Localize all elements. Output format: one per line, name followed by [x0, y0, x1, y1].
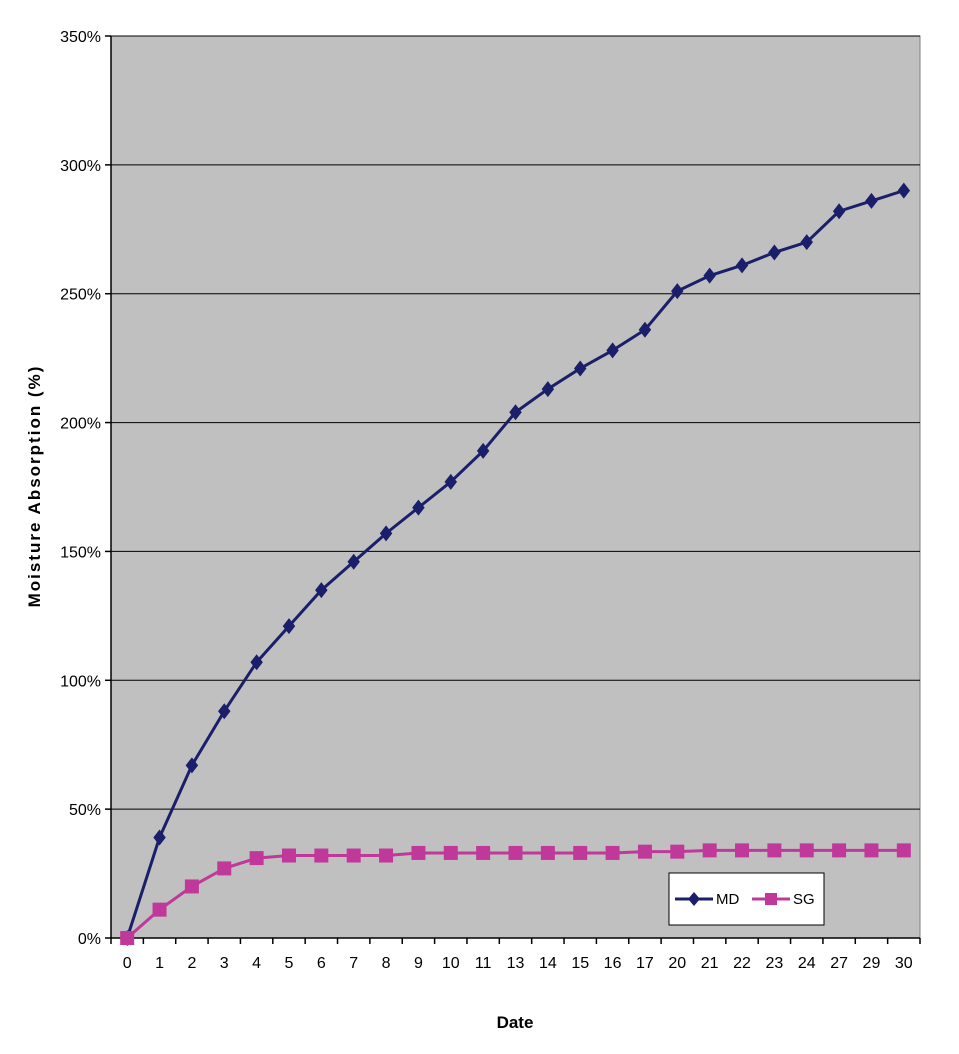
series-layer [120, 182, 911, 946]
legend-sg-square-icon [765, 893, 777, 905]
series-md-point [768, 244, 781, 261]
x-tick-label: 21 [701, 955, 719, 972]
x-tick-label: 24 [798, 955, 816, 972]
plot-area [110, 35, 921, 939]
y-tick-label: 50% [69, 802, 101, 819]
x-tick-label: 15 [571, 955, 589, 972]
series-sg-point [120, 931, 135, 945]
series-md-point [735, 257, 749, 274]
series-md-point [606, 342, 619, 359]
x-tick-label: 9 [414, 955, 423, 972]
x-tick-label: 29 [863, 955, 881, 972]
x-tick-label: 6 [317, 955, 326, 972]
series-sg-point [864, 843, 879, 858]
series-md-point [379, 525, 393, 542]
legend: MD SG [668, 872, 825, 926]
series-md-point [153, 829, 166, 846]
series-sg-point [476, 845, 491, 860]
series-sg-point [573, 845, 588, 860]
series-sg-point [346, 848, 361, 863]
series-sg-point [443, 845, 458, 860]
x-tick-label: 4 [252, 955, 261, 972]
series-md-point [444, 473, 458, 490]
y-tick-label: 150% [60, 544, 101, 561]
x-tick-label: 27 [830, 955, 848, 972]
series-sg-point [799, 843, 814, 858]
series-md-point [573, 360, 587, 377]
series-md-point [347, 553, 360, 570]
y-axis-title: Moisture Absorption (%) [25, 365, 44, 608]
series-sg-point [152, 902, 167, 917]
x-tick-label: 20 [668, 955, 686, 972]
x-tick-label: 10 [442, 955, 460, 972]
series-md-point [703, 267, 716, 284]
series-md-point [671, 283, 684, 300]
x-tick-label: 1 [155, 955, 164, 972]
x-tick-label: 3 [220, 955, 229, 972]
series-sg-point [605, 845, 620, 860]
x-tick-label: 30 [895, 955, 913, 972]
series-md-point [315, 582, 328, 599]
x-tick-label: 2 [187, 955, 196, 972]
y-tick-label: 350% [60, 29, 101, 46]
series-sg-point [281, 848, 296, 863]
series-sg-point [217, 861, 232, 876]
series-sg-point [184, 879, 199, 894]
series-sg-point [702, 843, 717, 858]
x-tick-label: 8 [382, 955, 391, 972]
series-md-point [638, 321, 652, 338]
series-sg [120, 843, 911, 945]
series-sg-point [896, 843, 911, 858]
series-sg-point [379, 848, 394, 863]
x-axis-title: Date [497, 1013, 534, 1032]
x-tick-label: 23 [765, 955, 783, 972]
x-tick-label: 11 [475, 955, 492, 972]
x-tick-label: 16 [604, 955, 622, 972]
series-md [120, 182, 911, 946]
x-tick-label: 0 [123, 955, 132, 972]
series-md-point [250, 654, 263, 671]
x-tick-label: 22 [733, 955, 751, 972]
x-axis-ticks: 0 1 2 3 4 5 6 7 8 9 10 11 13 14 15 16 17 20 21 22 23 24 27 29 30 [110, 938, 921, 972]
series-md-point [897, 182, 911, 199]
x-tick-label: 14 [539, 955, 557, 972]
series-md-point [476, 442, 490, 459]
legend-entry-md: MD [675, 891, 739, 908]
series-sg-point [767, 843, 782, 858]
series-sg-point [249, 851, 264, 866]
y-tick-label: 250% [60, 287, 101, 304]
series-md-point [832, 203, 846, 220]
legend-md-label: MD [716, 891, 739, 908]
x-tick-label: 17 [636, 955, 654, 972]
series-md-point [282, 618, 296, 635]
series-md-point [541, 381, 555, 398]
x-tick-label: 5 [285, 955, 294, 972]
series-sg-point [670, 844, 685, 859]
series-sg-point [832, 843, 847, 858]
legend-sg-label: SG [793, 891, 815, 908]
legend-md-diamond-icon [688, 892, 700, 906]
y-tick-label: 200% [60, 416, 101, 433]
series-sg-point [411, 845, 426, 860]
x-tick-label: 13 [507, 955, 525, 972]
series-md-point [800, 234, 813, 251]
y-tick-label: 300% [60, 158, 101, 175]
series-sg-point [508, 845, 523, 860]
series-sg-point [637, 844, 652, 859]
legend-entry-sg: SG [752, 891, 815, 908]
series-md-point [185, 757, 199, 774]
y-tick-label: 100% [60, 673, 101, 690]
series-sg-point [540, 845, 555, 860]
y-axis-ticks: 0% 50% 100% 150% 200% 250% 300% 350% [60, 29, 111, 948]
series-md-point [412, 499, 425, 516]
series-sg-point [314, 848, 329, 863]
series-md-point [509, 404, 522, 421]
x-tick-label: 7 [349, 955, 358, 972]
series-sg-point [735, 843, 750, 858]
series-md-point [218, 703, 231, 720]
series-md-point [865, 192, 878, 209]
y-tick-label: 0% [78, 931, 101, 948]
